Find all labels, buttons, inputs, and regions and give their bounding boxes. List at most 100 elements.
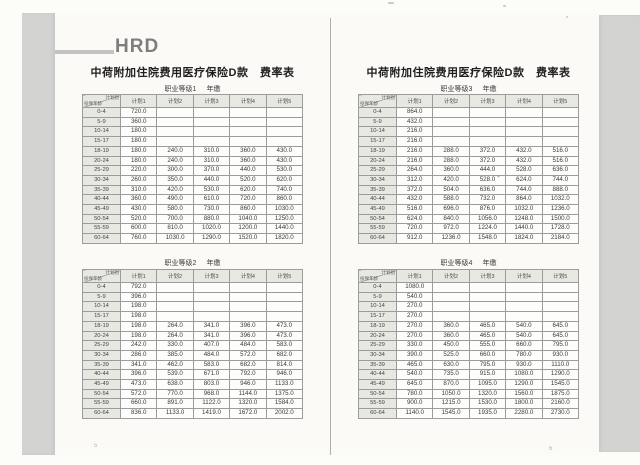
corner-label-plan: 计划别 bbox=[381, 270, 396, 276]
premium-cell: 888.0 bbox=[541, 184, 580, 196]
age-group-cell: 55-59 bbox=[82, 223, 121, 235]
table-row: 55-59 720.0 972.0 1224.0 1440.0 1728.0 bbox=[358, 223, 580, 235]
payment-mode-label: 年缴 bbox=[206, 260, 221, 267]
page-spine-divider bbox=[330, 18, 331, 455]
premium-cell: 630.0 bbox=[432, 359, 470, 371]
premium-cell: 1419.0 bbox=[192, 408, 231, 419]
age-group-cell: 0-4 bbox=[82, 282, 121, 293]
plan-column-header: 计划2 bbox=[432, 269, 470, 283]
age-group-cell: 25-29 bbox=[82, 165, 121, 176]
table-caption: 职业等级1 年缴 bbox=[82, 84, 303, 94]
premium-cell bbox=[432, 116, 470, 128]
premium-cell: 516.0 bbox=[541, 155, 580, 167]
rate-table-level2: 计划别 投保年龄 计划1 计划2 计划3 计划4 计划5 0-4 792.0 5-9 396.0 10… bbox=[82, 269, 304, 419]
age-group-cell: 60-64 bbox=[358, 233, 397, 244]
table-row: 18-19 180.0 240.0 310.0 360.0 430.0 bbox=[82, 145, 304, 157]
premium-cell: 1560.0 bbox=[505, 388, 543, 400]
premium-cell: 528.0 bbox=[505, 165, 543, 176]
premium-cell: 700.0 bbox=[156, 213, 194, 225]
age-group-cell: 30-34 bbox=[358, 174, 397, 186]
premium-cell: 360.0 bbox=[432, 165, 470, 176]
premium-cell: 1290.0 bbox=[505, 379, 543, 390]
age-group-cell: 25-29 bbox=[358, 165, 397, 176]
scan-edge-left bbox=[22, 13, 55, 455]
premium-cell: 264.0 bbox=[395, 165, 434, 176]
table-caption: 职业等级3 年缴 bbox=[358, 84, 579, 94]
premium-cell: 891.0 bbox=[156, 398, 194, 410]
page-title: 中荷附加住院费用医疗保险D款 费率表 bbox=[90, 67, 295, 79]
premium-cell: 1290.0 bbox=[541, 369, 580, 381]
premium-cell: 1520.0 bbox=[229, 233, 267, 244]
premium-cell: 803.0 bbox=[192, 379, 231, 390]
premium-cell bbox=[468, 126, 507, 138]
premium-cell bbox=[468, 291, 507, 303]
premium-cell: 516.0 bbox=[541, 145, 580, 157]
table-row: 30-34 286.0 385.0 484.0 572.0 682.0 bbox=[82, 349, 304, 361]
premium-cell bbox=[192, 116, 231, 128]
age-group-cell: 55-59 bbox=[358, 223, 397, 235]
table-row: 0-4 1080.0 bbox=[358, 282, 580, 293]
table-row: 5-9 396.0 bbox=[82, 291, 304, 303]
premium-cell: 720.0 bbox=[229, 194, 267, 206]
table-row: 25-29 330.0 450.0 555.0 660.0 795.0 bbox=[358, 340, 580, 351]
premium-cell: 1020.0 bbox=[192, 223, 231, 235]
premium-cell: 430.0 bbox=[265, 155, 304, 167]
premium-cell: 1080.0 bbox=[505, 369, 543, 381]
premium-cell: 270.0 bbox=[395, 301, 434, 313]
premium-cell: 1824.0 bbox=[505, 233, 543, 244]
premium-cell bbox=[265, 311, 304, 322]
table-row: 18-19 198.0 264.0 341.0 396.0 473.0 bbox=[82, 320, 304, 332]
premium-cell: 360.0 bbox=[229, 145, 267, 157]
age-group-cell: 35-39 bbox=[82, 184, 121, 196]
premium-cell: 795.0 bbox=[541, 340, 580, 351]
scan-smudge-mark: + bbox=[497, 174, 500, 180]
age-group-cell: 45-49 bbox=[82, 379, 121, 390]
age-group-cell: 20-24 bbox=[82, 155, 121, 167]
premium-cell: 638.0 bbox=[156, 379, 194, 390]
age-group-cell: 0-4 bbox=[82, 107, 121, 118]
premium-cell: 286.0 bbox=[119, 349, 158, 361]
table-row: 60-64 1140.0 1545.0 1935.0 2280.0 2730.0 bbox=[358, 408, 580, 419]
premium-cell bbox=[265, 116, 304, 128]
premium-cell: 1050.0 bbox=[432, 388, 470, 400]
premium-cell: 432.0 bbox=[395, 116, 434, 128]
age-group-cell: 10-14 bbox=[82, 126, 121, 138]
corner-label-plan: 计划别 bbox=[105, 270, 120, 276]
occupation-level-label: 职业等级4 bbox=[440, 260, 473, 267]
premium-cell: 216.0 bbox=[395, 155, 434, 167]
premium-cell: 270.0 bbox=[395, 330, 434, 342]
premium-cell: 780.0 bbox=[395, 388, 434, 400]
premium-cell: 504.0 bbox=[432, 184, 470, 196]
premium-cell: 385.0 bbox=[156, 349, 194, 361]
table-row: 0-4 864.0 bbox=[358, 107, 580, 118]
premium-cell: 1820.0 bbox=[265, 233, 304, 244]
plan-column-header: 计划5 bbox=[265, 269, 304, 283]
premium-cell: 946.0 bbox=[229, 379, 267, 390]
plan-column-header: 计划4 bbox=[229, 94, 267, 108]
header-row: 计划别 投保年龄 计划1 计划2 计划3 计划4 计划5 bbox=[358, 269, 580, 283]
premium-cell: 1290.0 bbox=[192, 233, 231, 244]
occupation-level-label: 职业等级3 bbox=[440, 86, 473, 93]
premium-cell: 930.0 bbox=[505, 359, 543, 371]
premium-cell: 390.0 bbox=[395, 349, 434, 361]
premium-cell bbox=[468, 107, 507, 118]
age-group-cell: 35-39 bbox=[358, 184, 397, 196]
premium-cell: 810.0 bbox=[156, 223, 194, 235]
premium-cell: 270.0 bbox=[395, 320, 434, 332]
premium-cell bbox=[432, 126, 470, 138]
premium-cell: 372.0 bbox=[468, 155, 507, 167]
premium-cell: 540.0 bbox=[505, 330, 543, 342]
premium-cell: 520.0 bbox=[119, 213, 158, 225]
premium-cell bbox=[505, 291, 543, 303]
premium-cell: 360.0 bbox=[432, 320, 470, 332]
table-row: 25-29 264.0 360.0 444.0 528.0 636.0 bbox=[358, 165, 580, 176]
table-row: 25-29 242.0 330.0 407.0 484.0 583.0 bbox=[82, 340, 304, 351]
premium-cell: 624.0 bbox=[395, 213, 434, 225]
premium-cell: 473.0 bbox=[119, 379, 158, 390]
premium-cell: 840.0 bbox=[432, 213, 470, 225]
page-number-left: 5 bbox=[94, 443, 100, 449]
premium-cell: 540.0 bbox=[505, 320, 543, 332]
table-row: 20-24 270.0 360.0 465.0 540.0 645.0 bbox=[358, 330, 580, 342]
premium-cell: 610.0 bbox=[192, 194, 231, 206]
